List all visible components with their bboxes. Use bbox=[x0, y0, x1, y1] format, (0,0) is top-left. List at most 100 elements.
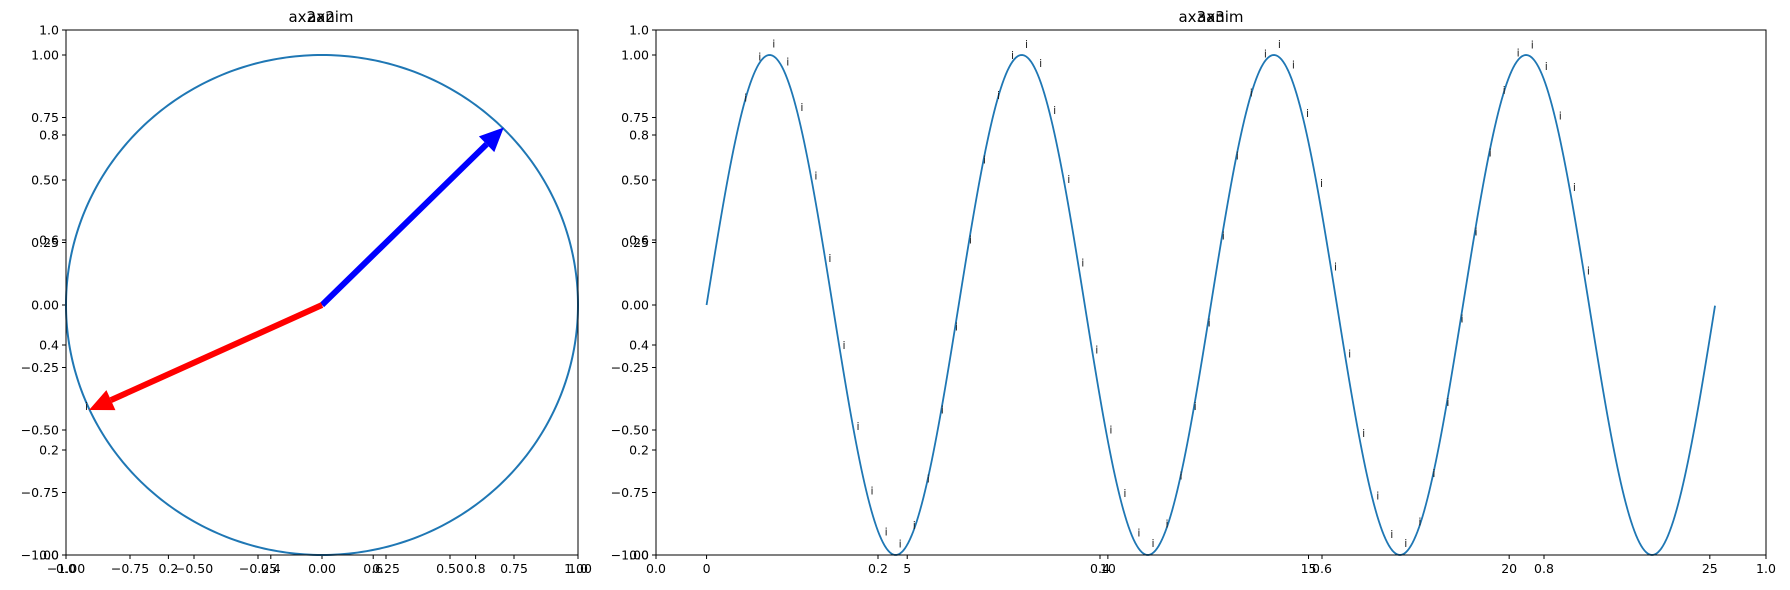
point-annotation: i bbox=[744, 92, 747, 105]
overlay-y-tick-label: 0.2 bbox=[629, 443, 649, 458]
x-tick-label: 25 bbox=[1702, 561, 1718, 576]
arrow-shaft bbox=[319, 142, 489, 308]
point-annotation: i bbox=[1446, 396, 1449, 409]
y-tick-label: −0.75 bbox=[611, 485, 649, 500]
point-annotation: i bbox=[1362, 427, 1365, 440]
panel-title-ax2anim: ax2anim bbox=[288, 8, 353, 26]
x-tick-label: 0.00 bbox=[308, 561, 336, 576]
point-annotation: i bbox=[1278, 38, 1281, 51]
point-annotation: i bbox=[941, 404, 944, 417]
x-tick-label: 0.25 bbox=[372, 561, 400, 576]
point-annotation: i bbox=[772, 38, 775, 51]
panel-title-ax3: ax3 bbox=[1197, 8, 1225, 26]
point-annotation: i bbox=[1517, 47, 1520, 60]
overlay-x-tick-label: 0.4 bbox=[261, 561, 281, 576]
point-annotation: i bbox=[899, 537, 902, 550]
point-annotation: i bbox=[1053, 104, 1056, 117]
y-tick-label: 0.25 bbox=[31, 235, 59, 250]
point-annotation: i bbox=[1208, 317, 1211, 330]
overlay-y-tick-label: 0.0 bbox=[39, 548, 59, 563]
x-tick-label: −0.50 bbox=[175, 561, 213, 576]
point-annotation: i bbox=[1348, 347, 1351, 360]
y-tick-label: 0.50 bbox=[31, 173, 59, 188]
overlay-y-tick-label: 0.2 bbox=[39, 443, 59, 458]
point-annotation: i bbox=[1418, 516, 1421, 529]
point-annotation: i bbox=[969, 234, 972, 247]
overlay-y-tick-label: 1.0 bbox=[39, 23, 59, 38]
point-annotation: i bbox=[1432, 467, 1435, 480]
overlay-x-tick-label: 1.0 bbox=[1756, 561, 1776, 576]
point-annotation: i bbox=[1306, 107, 1309, 120]
y-tick-label: −1.00 bbox=[21, 548, 59, 563]
point-annotation: i bbox=[1587, 265, 1590, 278]
point-annotation: i bbox=[885, 525, 888, 538]
arrow-shaft bbox=[109, 302, 324, 403]
x-tick-label: −0.75 bbox=[111, 561, 149, 576]
overlay-y-tick-label: 0.8 bbox=[629, 128, 649, 143]
overlay-x-tick-label: 0.6 bbox=[363, 561, 383, 576]
point-annotation: i bbox=[1292, 59, 1295, 72]
point-annotation: i bbox=[927, 473, 930, 486]
point-annotation: i bbox=[786, 55, 789, 68]
point-annotation: i bbox=[1151, 537, 1154, 550]
overlay-y-tick-label: 0.4 bbox=[39, 338, 59, 353]
axes-frame bbox=[65, 29, 579, 556]
point-annotation: i bbox=[1109, 424, 1112, 437]
overlay-y-tick-label: 1.0 bbox=[629, 23, 649, 38]
point-annotation: i bbox=[1460, 312, 1463, 325]
point-annotation: i bbox=[1081, 256, 1084, 269]
overlay-x-tick-label: 0.8 bbox=[466, 561, 486, 576]
point-annotation: i bbox=[1166, 517, 1169, 530]
point-annotation: i bbox=[1264, 48, 1267, 61]
point-annotation: i bbox=[1545, 60, 1548, 73]
y-tick-label: 0.75 bbox=[621, 110, 649, 125]
point-annotation: i bbox=[955, 321, 958, 334]
x-tick-label: 5 bbox=[903, 561, 911, 576]
y-tick-label: 0.50 bbox=[621, 173, 649, 188]
x-tick-label: −1.00 bbox=[47, 561, 85, 576]
point-annotation: i bbox=[1250, 87, 1253, 100]
point-annotation: i bbox=[842, 339, 845, 352]
overlay-x-tick-label: 1.0 bbox=[568, 561, 588, 576]
overlay-y-tick-label: 0.4 bbox=[629, 338, 649, 353]
point-annotation: i bbox=[800, 101, 803, 114]
sine-panel: ax3 ax3anim 0.0 0.2 0.4 0.6 0.8 1.0 0.0 0.2 0.4 0… bbox=[611, 8, 1776, 576]
point-annotation: i bbox=[828, 252, 831, 265]
x-tick-label: 1.00 bbox=[564, 561, 592, 576]
panel-title-ax2: ax2 bbox=[307, 8, 335, 26]
point-annotation: i bbox=[1095, 343, 1098, 356]
overlay-y-tick-label: 0.6 bbox=[39, 233, 59, 248]
point-annotation: i bbox=[1011, 49, 1014, 62]
point-annotation: i bbox=[913, 519, 916, 532]
y-tick-label: 0.75 bbox=[31, 110, 59, 125]
point-annotation: i bbox=[983, 153, 986, 166]
panel-title-ax3anim: ax3anim bbox=[1178, 8, 1243, 26]
overlay-x-tick-label: 0.2 bbox=[158, 561, 178, 576]
overlay-y-tick-label: 0.8 bbox=[39, 128, 59, 143]
point-annotation: i bbox=[871, 485, 874, 498]
point-annotation: i bbox=[1475, 226, 1478, 239]
overlay-x-tick-label: 0.2 bbox=[868, 561, 888, 576]
overlay-x-tick-label: 0.0 bbox=[56, 561, 76, 576]
point-annotation: i bbox=[1390, 528, 1393, 541]
point-annotation: i bbox=[1180, 470, 1183, 483]
y-tick-label: −0.50 bbox=[611, 423, 649, 438]
point-annotation: i bbox=[758, 50, 761, 63]
y-tick-label: 1.00 bbox=[621, 48, 649, 63]
point-annotation: i bbox=[1067, 173, 1070, 186]
y-tick-label: −0.75 bbox=[21, 485, 59, 500]
point-annotation: i bbox=[1320, 177, 1323, 190]
point-annotation: i bbox=[85, 400, 88, 413]
point-annotation: i bbox=[1531, 38, 1534, 51]
point-annotation: i bbox=[1573, 181, 1576, 194]
x-tick-label: 15 bbox=[1301, 561, 1317, 576]
point-annotation: i bbox=[1489, 146, 1492, 159]
point-annotation: i bbox=[1236, 150, 1239, 163]
point-annotation: i bbox=[1559, 110, 1562, 123]
point-annotation: i bbox=[997, 89, 1000, 102]
arrow-head bbox=[478, 127, 504, 153]
circle-panel: ax2 ax2anim 0.0 0.2 0.4 0.6 0.8 1.0 0.0 0.2 0.4 0… bbox=[21, 8, 592, 576]
overlay-x-tick-label: 0.4 bbox=[1090, 561, 1110, 576]
